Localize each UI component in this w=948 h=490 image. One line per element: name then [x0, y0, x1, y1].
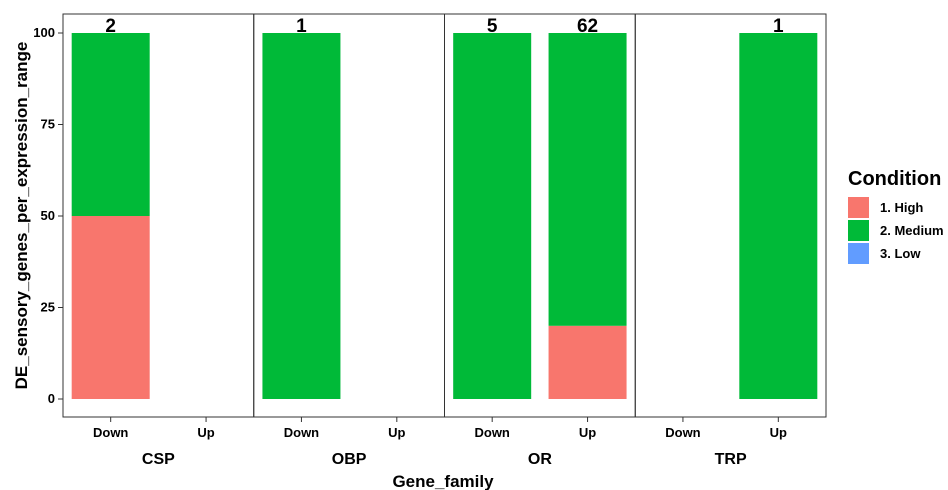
x-tick-label-trp-down: Down — [665, 425, 700, 440]
count-label-or-up: 62 — [577, 16, 598, 37]
x-tick-label-csp-up: Up — [197, 425, 214, 440]
bar-trp-up-series-2 — [739, 33, 818, 399]
legend-title: Condition — [848, 168, 941, 190]
x-axis-title: Gene_family — [392, 472, 494, 490]
y-tick-label-0: 0 — [48, 391, 55, 406]
facet-label-csp: CSP — [142, 451, 175, 468]
count-label-trp-up: 1 — [773, 16, 784, 37]
panel-border-trp — [634, 13, 827, 418]
x-tick-label-or-down: Down — [474, 425, 509, 440]
bar-obp-down-series-2 — [262, 33, 341, 399]
bar-or-up-series-1 — [548, 325, 627, 399]
legend-key-3 — [848, 243, 869, 264]
legend-key-1 — [848, 197, 869, 218]
legend-label-2: 2. Medium — [880, 223, 944, 238]
y-axis-title: DE_sensory_genes_per_expression_range — [12, 42, 31, 390]
x-tick-label-or-up: Up — [579, 425, 596, 440]
count-label-csp-down: 2 — [105, 16, 116, 37]
bar-csp-down-series-1 — [71, 216, 150, 399]
y-tick-label-2: 50 — [41, 208, 55, 223]
bar-or-up-series-2 — [548, 33, 627, 326]
x-tick-label-csp-down: Down — [93, 425, 128, 440]
facet-label-trp: TRP — [715, 451, 747, 468]
legend-label-1: 1. High — [880, 200, 923, 215]
facet-label-or: OR — [528, 451, 552, 468]
y-tick-label-1: 25 — [41, 300, 55, 315]
facet-label-obp: OBP — [332, 451, 367, 468]
count-label-or-down: 5 — [487, 16, 498, 37]
legend-label-3: 3. Low — [880, 246, 921, 261]
y-tick-label-3: 75 — [41, 117, 55, 132]
x-tick-label-trp-up: Up — [770, 425, 787, 440]
x-tick-label-obp-down: Down — [284, 425, 319, 440]
legend-key-2 — [848, 220, 869, 241]
count-label-obp-down: 1 — [296, 16, 307, 37]
bar-csp-down-series-2 — [71, 33, 150, 216]
bar-or-down-series-2 — [453, 33, 532, 399]
y-tick-label-4: 100 — [33, 25, 55, 40]
x-tick-label-obp-up: Up — [388, 425, 405, 440]
